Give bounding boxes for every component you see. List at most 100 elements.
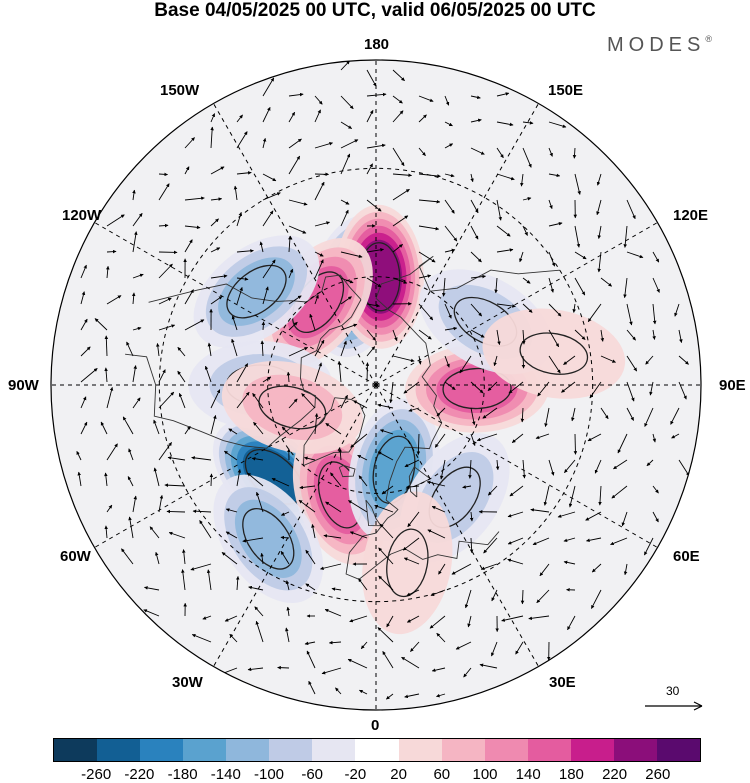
wind-arrow	[335, 687, 342, 695]
wind-arrow	[260, 552, 264, 565]
wind-arrow	[80, 421, 88, 435]
wind-arrow	[247, 472, 264, 487]
wind-arrow	[597, 225, 602, 239]
wind-arrow	[340, 251, 363, 259]
wind-arrow	[392, 277, 408, 284]
wind-arrow	[358, 475, 368, 487]
wind-arrow	[158, 183, 170, 201]
wind-arrow	[479, 663, 498, 669]
wind-arrow	[156, 343, 160, 357]
wind-arrow	[143, 609, 160, 617]
coastline	[148, 274, 362, 303]
wind-arrow	[401, 656, 420, 669]
color-bar-segment	[656, 739, 700, 761]
wind-arrow	[626, 251, 644, 259]
wind-arrow	[106, 295, 122, 305]
wind-arrow	[231, 338, 238, 357]
wind-arrow	[77, 471, 82, 487]
color-bar-tick-label: -60	[301, 766, 324, 783]
color-bar	[53, 738, 701, 762]
color-bar-tick-label: -140	[210, 766, 241, 783]
wind-arrow	[121, 548, 134, 565]
wind-arrow	[286, 371, 291, 383]
wind-arrow	[323, 534, 342, 539]
wind-arrow	[314, 339, 325, 357]
wind-arrow	[132, 365, 137, 383]
wind-arrow	[177, 347, 186, 357]
wind-arrow	[158, 494, 164, 513]
wind-arrow	[434, 433, 446, 448]
wind-arrow	[314, 294, 319, 305]
coastlines	[125, 255, 560, 580]
wind-arrow	[80, 396, 87, 409]
wind-arrow	[325, 501, 342, 513]
wind-arrow	[493, 355, 498, 367]
wind-arrow	[408, 407, 420, 412]
wind-arrow	[444, 143, 454, 149]
wind-arrow	[184, 166, 190, 175]
wind-arrow	[288, 235, 292, 253]
wind-arrow	[210, 295, 223, 305]
wind-arrow	[522, 303, 533, 313]
wind-arrow	[463, 667, 472, 678]
wind-arrow	[464, 589, 472, 609]
wind-arrow	[455, 641, 472, 650]
wind-arrow	[386, 615, 394, 628]
wind-arrow	[126, 341, 134, 357]
color-bar-tick-label: 20	[390, 766, 407, 783]
wind-arrow	[191, 456, 212, 461]
wind-arrow	[573, 433, 578, 455]
wind-arrow	[337, 360, 342, 383]
wind-arrow	[262, 210, 274, 227]
anomaly-pink-asia	[482, 308, 626, 399]
wind-arrow	[441, 277, 446, 297]
wind-arrow	[574, 225, 581, 248]
wind-arrow	[652, 329, 656, 340]
wind-arrow	[377, 451, 394, 461]
wind-arrow	[158, 391, 175, 409]
wind-arrow	[100, 421, 108, 435]
color-bar-tick-label: -20	[344, 766, 367, 783]
wind-arrow	[224, 450, 238, 461]
wind-arrow	[444, 199, 455, 214]
wind-arrow	[128, 448, 134, 461]
coastline	[365, 499, 382, 527]
wind-arrow	[613, 459, 628, 470]
wind-arrow	[548, 173, 561, 178]
wind-arrow	[338, 448, 343, 461]
wind-arrow	[104, 367, 108, 383]
wind-arrow	[574, 251, 587, 260]
wind-arrow	[436, 693, 446, 698]
wind-arrow	[522, 225, 528, 236]
wind-arrow	[106, 214, 125, 227]
wind-arrow	[340, 60, 350, 71]
color-bar-tick-label: -220	[124, 766, 155, 783]
wind-arrow	[144, 586, 160, 591]
wind-arrow	[286, 606, 290, 617]
wind-arrow	[509, 485, 524, 497]
wind-arrow	[280, 535, 290, 540]
wind-arrow	[470, 173, 474, 183]
wind-arrow	[80, 291, 86, 305]
wind-arrow	[469, 537, 474, 554]
wind-arrow	[366, 199, 382, 212]
wind-arrow	[548, 251, 556, 267]
wind-arrow	[229, 633, 238, 643]
wind-arrow	[611, 485, 628, 499]
lon-label-120w: 120W	[62, 207, 102, 224]
wind-arrow	[521, 355, 526, 369]
wind-arrow	[242, 537, 264, 543]
lon-label-150e: 150E	[548, 82, 584, 99]
color-bar-segment	[570, 739, 614, 761]
wind-vectors	[76, 60, 690, 700]
wind-arrow	[377, 403, 394, 409]
wind-arrow	[210, 274, 228, 279]
wind-arrow	[379, 523, 394, 539]
wind-arrow	[301, 393, 316, 409]
wind-arrow	[236, 391, 250, 409]
wind-arrow	[236, 287, 243, 305]
wind-arrow	[462, 485, 472, 489]
wind-arrow	[410, 641, 420, 652]
wind-arrow	[600, 277, 612, 287]
wind-arrow	[353, 400, 368, 409]
